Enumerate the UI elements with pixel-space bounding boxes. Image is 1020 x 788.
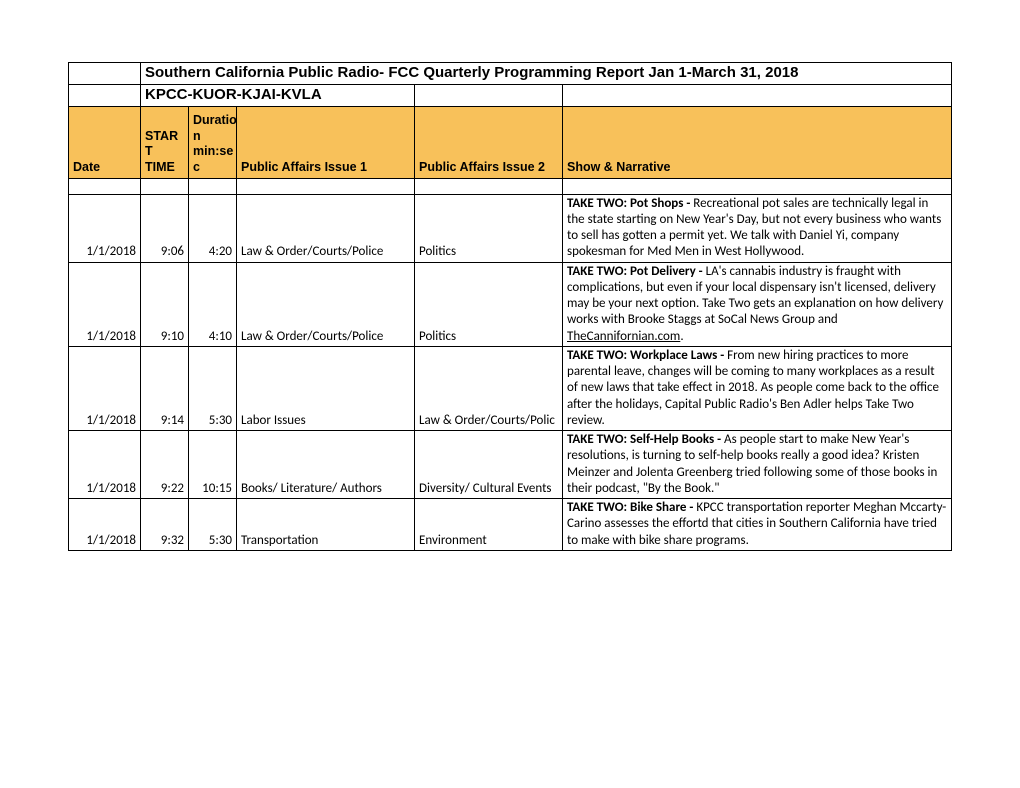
cell-issue1: Transportation — [237, 499, 415, 551]
cell-duration: 4:10 — [189, 262, 237, 346]
cell-date: 1/1/2018 — [69, 194, 141, 262]
cell-issue2: Environment — [415, 499, 563, 551]
cell-issue1: Law & Order/Courts/Police — [237, 262, 415, 346]
col-header-issue2: Public Affairs Issue 2 — [415, 106, 563, 178]
report-subtitle: KPCC-KUOR-KJAI-KVLA — [141, 84, 415, 106]
table-row: 1/1/2018 9:14 5:30 Labor Issues Law & Or… — [69, 346, 952, 430]
cell-date: 1/1/2018 — [69, 499, 141, 551]
title-row: Southern California Public Radio- FCC Qu… — [69, 63, 952, 85]
cell-issue1: Law & Order/Courts/Police — [237, 194, 415, 262]
cell-issue2: Politics — [415, 262, 563, 346]
cell-narrative: TAKE TWO: Self-Help Books - As people st… — [563, 431, 952, 499]
narrative-link: TheCannifornian.com — [567, 329, 680, 344]
cell-issue2: Politics — [415, 194, 563, 262]
report-page: Southern California Public Radio- FCC Qu… — [0, 0, 1020, 788]
narrative-body-post: . — [680, 329, 683, 344]
narrative-title: TAKE TWO: Pot Delivery - — [567, 264, 706, 279]
report-title: Southern California Public Radio- FCC Qu… — [141, 63, 952, 85]
table-row: 1/1/2018 9:32 5:30 Transportation Enviro… — [69, 499, 952, 551]
narrative-title: TAKE TWO: Self-Help Books - — [567, 432, 724, 447]
cell-start: 9:06 — [141, 194, 189, 262]
table-row: 1/1/2018 9:22 10:15 Books/ Literature/ A… — [69, 431, 952, 499]
cell-duration: 4:20 — [189, 194, 237, 262]
spacer-row — [69, 178, 952, 194]
header-row: Date STARTTIME Durationmin:sec Public Af… — [69, 106, 952, 178]
cell-narrative: TAKE TWO: Workplace Laws - From new hiri… — [563, 346, 952, 430]
col-header-start: STARTTIME — [141, 106, 189, 178]
report-table: Southern California Public Radio- FCC Qu… — [68, 62, 952, 551]
narrative-title: TAKE TWO: Pot Shops - — [567, 196, 693, 211]
cell-duration: 5:30 — [189, 499, 237, 551]
cell-narrative: TAKE TWO: Bike Share - KPCC transportati… — [563, 499, 952, 551]
col-header-duration: Durationmin:sec — [189, 106, 237, 178]
cell-start: 9:22 — [141, 431, 189, 499]
cell-start: 9:10 — [141, 262, 189, 346]
cell-duration: 10:15 — [189, 431, 237, 499]
narrative-title: TAKE TWO: Workplace Laws - — [567, 348, 727, 363]
col-header-date: Date — [69, 106, 141, 178]
cell-issue2: Diversity/ Cultural Events — [415, 431, 563, 499]
subtitle-row: KPCC-KUOR-KJAI-KVLA — [69, 84, 952, 106]
col-header-narrative: Show & Narrative — [563, 106, 952, 178]
cell-date: 1/1/2018 — [69, 431, 141, 499]
col-header-issue1: Public Affairs Issue 1 — [237, 106, 415, 178]
cell-narrative: TAKE TWO: Pot Delivery - LA's cannabis i… — [563, 262, 952, 346]
narrative-title: TAKE TWO: Bike Share - — [567, 500, 696, 515]
cell-issue1: Labor Issues — [237, 346, 415, 430]
cell-issue2: Law & Order/Courts/Polic — [415, 346, 563, 430]
cell-start: 9:32 — [141, 499, 189, 551]
cell-narrative: TAKE TWO: Pot Shops - Recreational pot s… — [563, 194, 952, 262]
cell-issue1: Books/ Literature/ Authors — [237, 431, 415, 499]
cell-date: 1/1/2018 — [69, 346, 141, 430]
cell-start: 9:14 — [141, 346, 189, 430]
cell-date: 1/1/2018 — [69, 262, 141, 346]
table-row: 1/1/2018 9:10 4:10 Law & Order/Courts/Po… — [69, 262, 952, 346]
table-row: 1/1/2018 9:06 4:20 Law & Order/Courts/Po… — [69, 194, 952, 262]
cell-duration: 5:30 — [189, 346, 237, 430]
